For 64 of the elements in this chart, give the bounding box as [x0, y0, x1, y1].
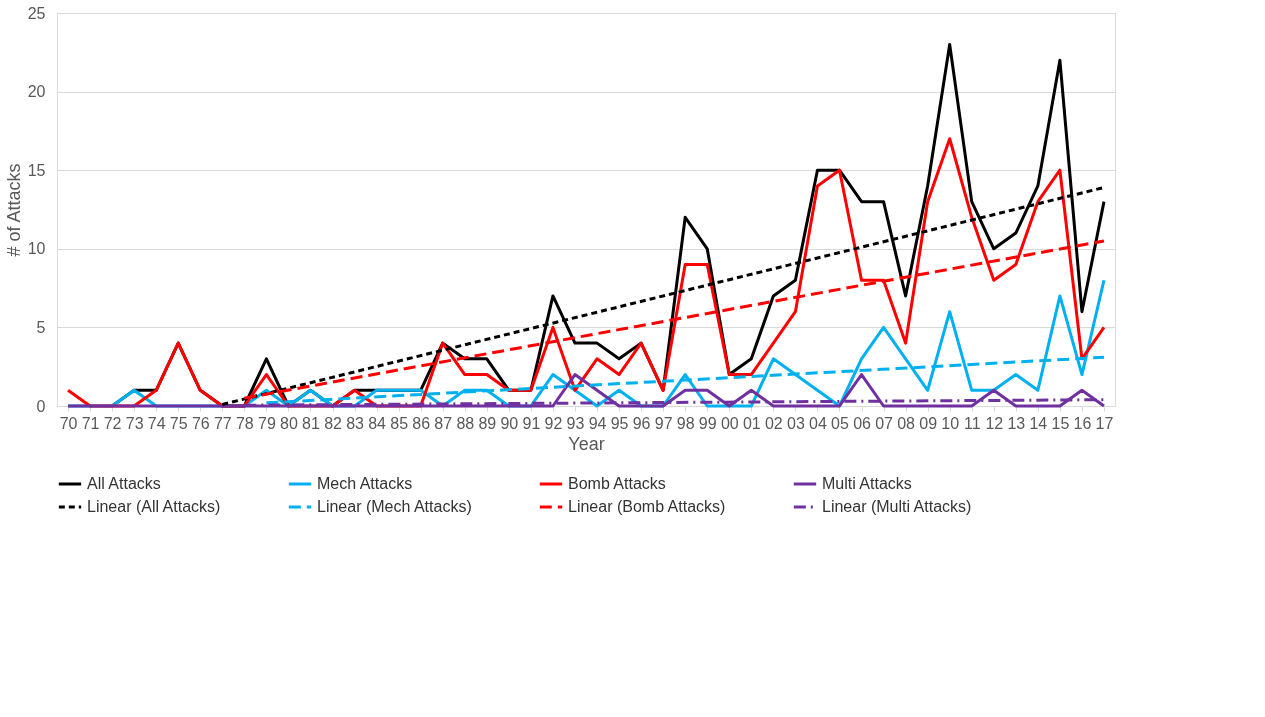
x-tick-label: 85 — [390, 414, 409, 432]
x-tick-label: 76 — [191, 414, 210, 432]
x-tick-label: 72 — [103, 414, 122, 432]
x-tick-label: 90 — [500, 414, 519, 432]
x-tick-label: 03 — [787, 414, 805, 432]
x-tick-label: 89 — [478, 414, 497, 432]
x-tick-label: 12 — [985, 414, 1004, 432]
x-tick-label: 06 — [853, 414, 872, 432]
x-tick-label: 79 — [258, 414, 276, 432]
x-tick-label: 97 — [654, 414, 673, 432]
x-tick-label: 70 — [59, 414, 78, 432]
y-axis-title: # of Attacks — [3, 163, 24, 257]
x-tick-label: 92 — [544, 414, 563, 432]
legend-label: Bomb Attacks — [568, 475, 666, 492]
x-tick-label: 07 — [875, 414, 894, 432]
legend-label: Mech Attacks — [317, 475, 413, 492]
x-tick-label: 82 — [324, 414, 343, 432]
x-tick-label: 02 — [764, 414, 783, 432]
x-tick-label: 01 — [742, 414, 761, 432]
x-tick-label: 88 — [456, 414, 475, 432]
x-tick-label: 78 — [235, 414, 254, 432]
y-tick-label: 0 — [36, 397, 46, 415]
x-tick-label: 99 — [698, 414, 717, 432]
legend-label: Linear (Mech Attacks) — [317, 498, 472, 515]
x-tick-label: 05 — [831, 414, 849, 432]
x-tick-label: 73 — [125, 414, 144, 432]
legend-label: All Attacks — [87, 475, 161, 492]
x-tick-label: 96 — [632, 414, 651, 432]
x-tick-label: 09 — [919, 414, 938, 432]
legend-label: Linear (All Attacks) — [87, 498, 221, 515]
y-tick-label: 20 — [27, 83, 46, 101]
x-tick-label: 10 — [941, 414, 960, 432]
x-tick-label: 00 — [720, 414, 739, 432]
x-tick-label: 74 — [147, 414, 166, 432]
y-tick-label: 25 — [27, 4, 46, 22]
x-tick-label: 15 — [1051, 414, 1070, 432]
x-tick-label: 91 — [522, 414, 541, 432]
x-tick-label: 87 — [434, 414, 453, 432]
legend-label: Linear (Bomb Attacks) — [568, 498, 726, 515]
x-tick-label: 04 — [809, 414, 827, 432]
legend-label: Linear (Multi Attacks) — [822, 498, 972, 515]
x-tick-label: 14 — [1029, 414, 1048, 432]
x-tick-label: 11 — [963, 414, 981, 432]
x-tick-label: 94 — [588, 414, 607, 432]
y-tick-label: 5 — [36, 318, 46, 336]
x-tick-label: 77 — [213, 414, 232, 432]
x-tick-label: 86 — [412, 414, 431, 432]
x-tick-label: 17 — [1095, 414, 1114, 432]
y-tick-label: 15 — [27, 161, 46, 179]
legend-label: Multi Attacks — [822, 475, 912, 492]
x-tick-label: 08 — [897, 414, 916, 432]
x-tick-label: 98 — [676, 414, 695, 432]
x-tick-label: 13 — [1007, 414, 1026, 432]
x-axis-title: Year — [568, 433, 605, 454]
y-tick-label: 10 — [27, 240, 46, 258]
x-tick-label: 84 — [368, 414, 387, 432]
x-tick-label: 80 — [280, 414, 298, 432]
x-tick-label: 75 — [169, 414, 188, 432]
x-tick-label: 81 — [302, 414, 320, 432]
x-tick-label: 95 — [610, 414, 629, 432]
x-tick-label: 16 — [1073, 414, 1092, 432]
x-tick-label: 93 — [566, 414, 585, 432]
x-tick-label: 71 — [81, 414, 100, 432]
x-tick-label: 83 — [346, 414, 365, 432]
